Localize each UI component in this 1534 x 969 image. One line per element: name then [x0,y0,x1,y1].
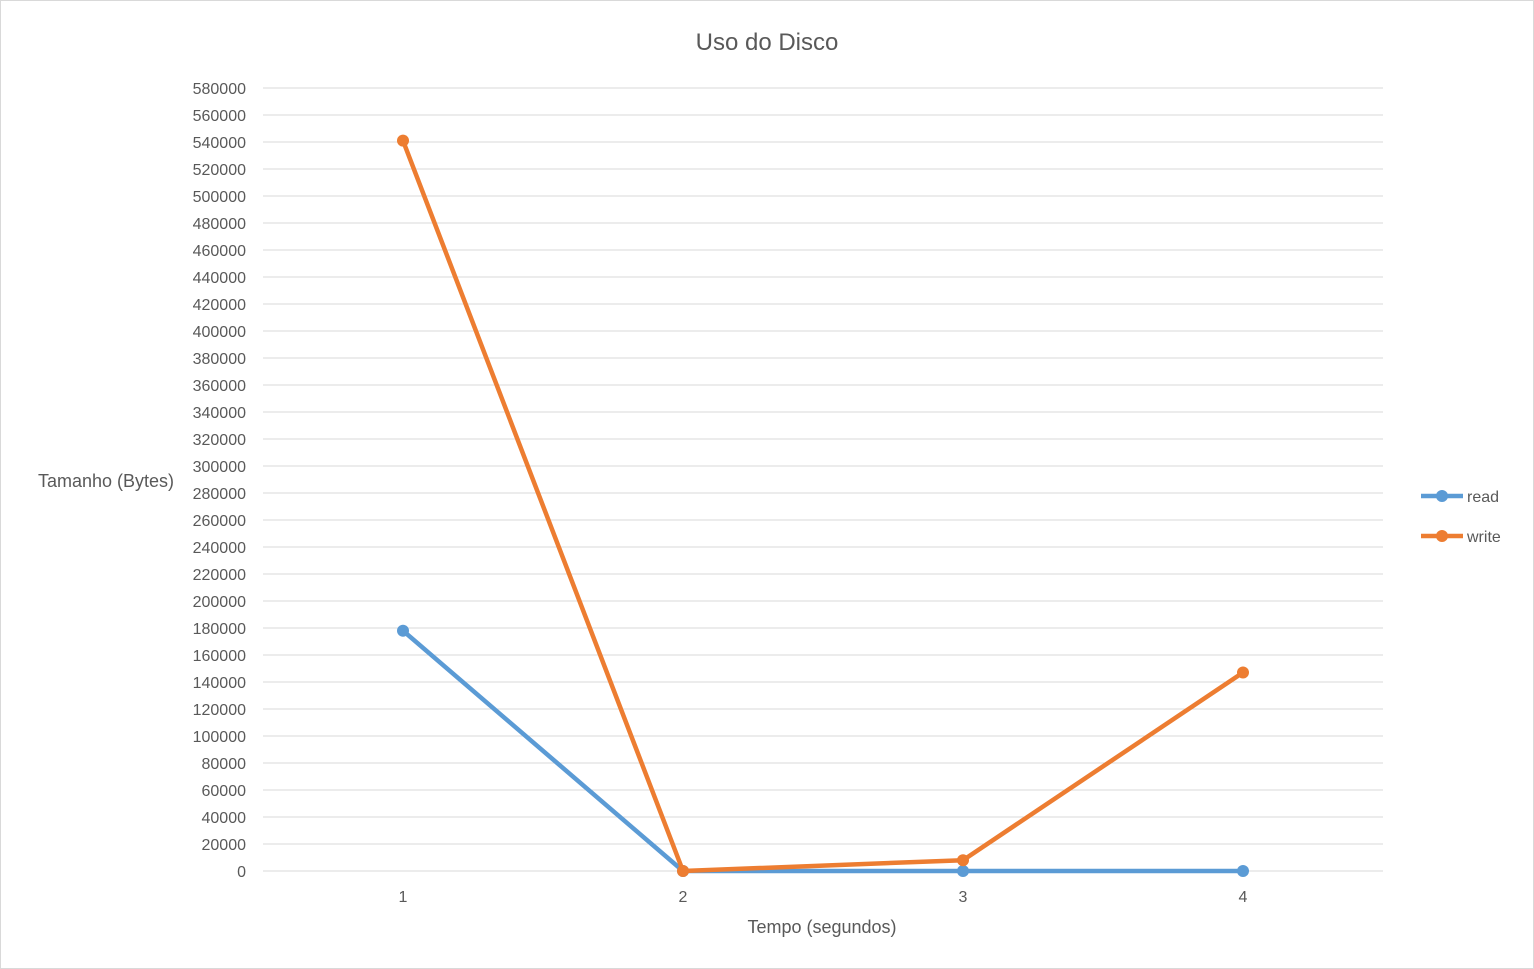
x-tick-label: 1 [399,889,408,906]
y-tick-label: 220000 [193,567,246,584]
legend-item-write: write [1421,529,1501,546]
chart-title: Uso do Disco [696,29,839,56]
series-read [397,624,1249,877]
y-tick-label: 500000 [193,189,246,206]
y-tick-label: 140000 [193,675,246,692]
y-tick-label: 60000 [202,783,247,800]
y-axis-title: Tamanho (Bytes) [38,471,174,491]
y-tick-label: 200000 [193,594,246,611]
series-write [397,134,1249,877]
x-axis-title: Tempo (segundos) [747,917,896,937]
x-tick-label: 4 [1239,889,1248,906]
data-point-write [397,134,409,147]
legend: read write [1421,489,1501,546]
series-line-read [400,628,1246,874]
y-tick-label: 120000 [193,702,246,719]
y-tick-label: 420000 [193,297,246,314]
legend-marker-write [1436,530,1448,542]
y-tick-label: 280000 [193,486,246,503]
data-point-write [677,865,689,877]
y-tick-label: 180000 [193,621,246,638]
y-tick-label: 360000 [193,378,246,395]
data-point-write [1237,666,1249,679]
y-tick-label: 320000 [193,432,246,449]
y-tick-label: 440000 [193,270,246,287]
y-tick-label: 20000 [202,837,247,854]
legend-label-write: write [1466,529,1501,546]
y-tick-label: 460000 [193,243,246,260]
y-tick-label: 540000 [193,135,246,152]
series-line-write [400,138,1246,874]
y-tick-label: 400000 [193,324,246,341]
gridlines [263,87,1383,845]
y-tick-label: 300000 [193,459,246,476]
y-tick-label: 480000 [193,216,246,233]
y-tick-label: 240000 [193,540,246,557]
y-tick-label: 520000 [193,162,246,179]
legend-marker-read [1436,490,1448,502]
y-tick-label: 260000 [193,513,246,530]
y-tick-label: 0 [237,864,246,881]
data-point-write [957,854,969,867]
y-tick-label: 160000 [193,648,246,665]
y-tick-label: 380000 [193,351,246,368]
y-tick-label: 100000 [193,729,246,746]
data-point-read [397,624,409,637]
series-layer [397,134,1249,877]
y-tick-label: 580000 [193,81,246,98]
y-tick-label: 40000 [202,810,247,827]
legend-item-read: read [1421,489,1499,506]
y-axis-ticks: 0 20000 40000 60000 80000 100000 120000 140000 1… [193,81,246,881]
legend-label-read: read [1467,489,1499,506]
y-tick-label: 560000 [193,108,246,125]
x-axis-ticks: 1 2 3 4 [399,889,1248,906]
x-tick-label: 3 [959,889,968,906]
data-point-read [957,865,969,877]
y-tick-label: 340000 [193,405,246,422]
x-tick-label: 2 [679,889,688,906]
data-point-read [1237,865,1249,877]
y-tick-label: 80000 [202,756,247,773]
